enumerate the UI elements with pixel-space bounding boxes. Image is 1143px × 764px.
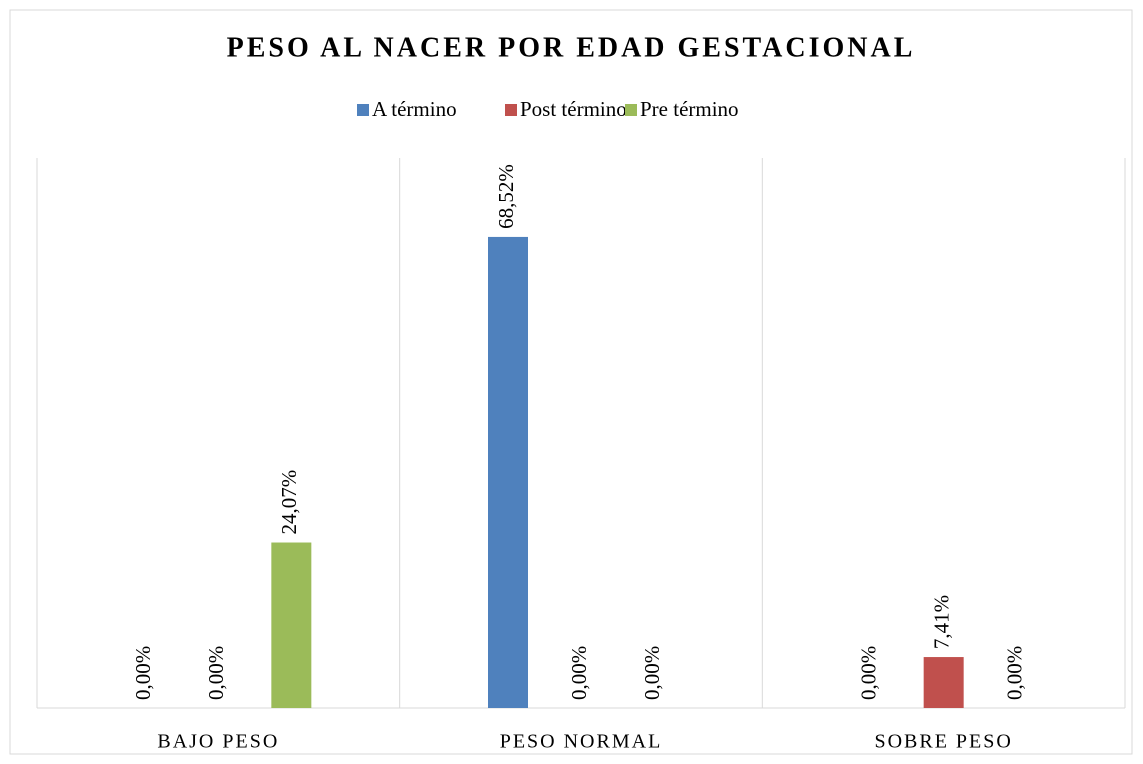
data-label: 0,00% [567,646,591,700]
legend-label: Pre término [640,97,739,121]
legend-label: A término [372,97,457,121]
chart-title: PESO AL NACER POR EDAD GESTACIONAL [227,32,916,63]
data-label: 68,52% [494,164,518,229]
data-label: 7,41% [929,595,953,649]
bar [923,657,964,708]
legend-label: Post término [520,97,627,121]
x-tick-label: BAJO PESO [157,731,279,753]
x-tick-label: PESO NORMAL [500,731,663,753]
bar [488,236,528,709]
data-label: 24,07% [277,470,301,535]
data-label: 0,00% [204,646,228,700]
x-tick-label: SOBRE PESO [874,731,1012,753]
legend-swatch [357,104,369,116]
legend-swatch [625,104,637,116]
bar [271,542,312,708]
legend-swatch [505,104,517,116]
data-label: 0,00% [640,646,664,700]
data-label: 0,00% [131,646,155,700]
data-label: 0,00% [1002,646,1026,700]
data-label: 0,00% [856,646,880,700]
chart-frame [9,9,1133,755]
